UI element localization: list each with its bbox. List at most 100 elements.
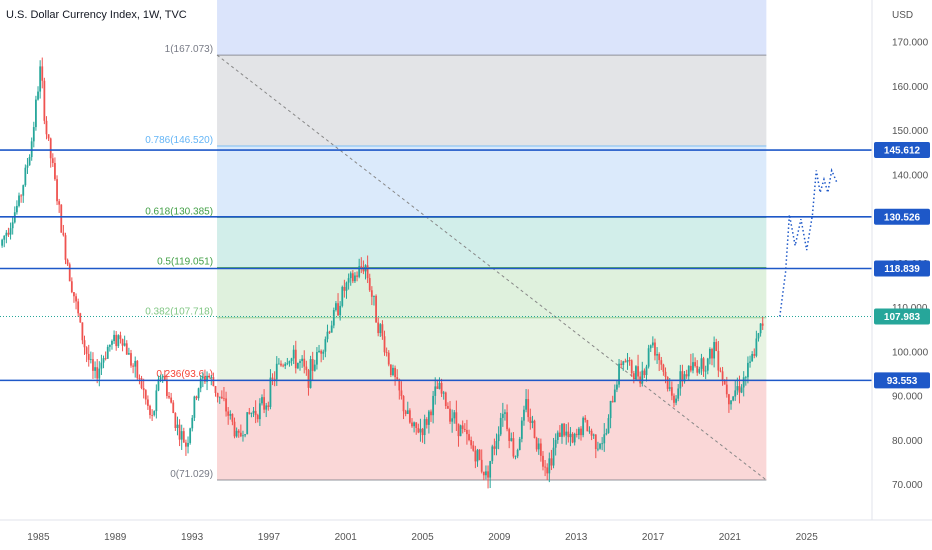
fib-zone-0.5-0.382	[217, 267, 767, 318]
candle-body	[322, 351, 325, 354]
candle-body	[339, 305, 342, 316]
candle-body	[624, 361, 627, 363]
candle-body	[516, 450, 519, 457]
candle-body	[68, 264, 71, 282]
candle-body	[252, 410, 255, 414]
candle-body	[311, 359, 314, 371]
candle-body	[121, 339, 124, 346]
candle-body	[525, 399, 527, 410]
candle-body	[487, 471, 489, 478]
y-tick-label: 150.000	[892, 126, 929, 137]
candle-body	[447, 406, 449, 409]
candle-body	[449, 408, 451, 422]
candle-body	[436, 386, 439, 389]
candle-body	[643, 370, 646, 376]
candle-body	[301, 358, 304, 362]
candle-body	[442, 392, 445, 394]
candle-body	[546, 467, 549, 474]
candle-body	[630, 360, 633, 374]
candle-body	[1, 239, 4, 246]
candle-body	[102, 358, 105, 363]
candle-body	[637, 366, 639, 377]
candle-body	[645, 366, 648, 376]
candle-body	[261, 397, 263, 404]
candle-body	[632, 373, 635, 380]
candle-body	[280, 363, 282, 366]
candle-body	[732, 396, 735, 401]
candle-body	[508, 429, 511, 441]
candle-body	[711, 349, 713, 359]
candle-body	[193, 396, 196, 418]
candle-body	[212, 377, 215, 386]
candle-body	[383, 336, 386, 353]
candle-body	[332, 310, 335, 326]
candle-body	[651, 342, 654, 346]
candle-body	[713, 342, 716, 359]
candle-body	[618, 363, 620, 385]
candle-body	[392, 367, 394, 376]
candle-body	[197, 388, 200, 399]
price-tags: 145.612 130.526 118.839 93.553 107.983	[874, 142, 930, 389]
candle-body	[96, 367, 99, 379]
candle-body	[717, 350, 720, 371]
candle-body	[204, 376, 206, 382]
candle-body	[738, 386, 741, 393]
candle-body	[751, 354, 754, 362]
candle-body	[668, 387, 671, 389]
candle-body	[159, 377, 162, 380]
candle-body	[195, 396, 198, 399]
candle-body	[256, 415, 259, 420]
candle-body	[518, 438, 521, 451]
candle-body	[723, 380, 726, 385]
y-tick-label: 70.000	[892, 480, 923, 491]
candle-body	[64, 235, 67, 260]
candle-body	[157, 379, 160, 391]
candle-body	[328, 331, 331, 333]
candle-body	[51, 158, 54, 163]
candle-body	[575, 433, 578, 436]
candle-body	[664, 371, 667, 377]
candle-body	[168, 395, 170, 398]
candle-body	[373, 295, 375, 297]
candle-body	[472, 445, 475, 451]
candle-body	[417, 427, 420, 433]
candle-body	[277, 363, 280, 365]
candle-body	[542, 455, 544, 467]
candle-body	[495, 441, 498, 449]
candle-body	[747, 362, 749, 378]
candle-body	[554, 440, 557, 448]
candle-body	[398, 379, 401, 391]
candle-body	[290, 358, 293, 362]
candle-body	[22, 185, 25, 196]
candle-body	[533, 420, 536, 439]
candle-body	[201, 376, 204, 379]
candle-body	[567, 431, 570, 438]
candle-body	[586, 420, 589, 432]
time-axis[interactable]: 1985 1989 1993 1997 2001 2005 2009 2013 2017 2021…	[27, 532, 818, 543]
candle-body	[375, 295, 377, 323]
y-tick-label: 170.000	[892, 38, 929, 49]
candle-body	[75, 296, 77, 302]
candle-body	[210, 377, 213, 378]
candle-body	[37, 91, 39, 100]
price-tag-93.553-bg	[874, 372, 930, 389]
candle-body	[459, 425, 462, 437]
candle-body	[702, 358, 705, 372]
candle-body	[3, 235, 6, 240]
candle-body	[580, 428, 582, 436]
candle-body	[569, 433, 572, 438]
candle-body	[275, 363, 278, 380]
candle-body	[16, 205, 18, 213]
candle-body	[286, 363, 289, 365]
candle-body	[235, 430, 238, 437]
candle-body	[47, 134, 50, 139]
candle-body	[307, 370, 310, 388]
candle-body	[140, 378, 143, 389]
candle-body	[250, 413, 253, 414]
candle-body	[597, 448, 599, 450]
candle-body	[191, 417, 194, 429]
candle-body	[43, 80, 46, 121]
projection-path	[779, 167, 839, 317]
fib-zone-0.382-0.236	[217, 317, 767, 381]
